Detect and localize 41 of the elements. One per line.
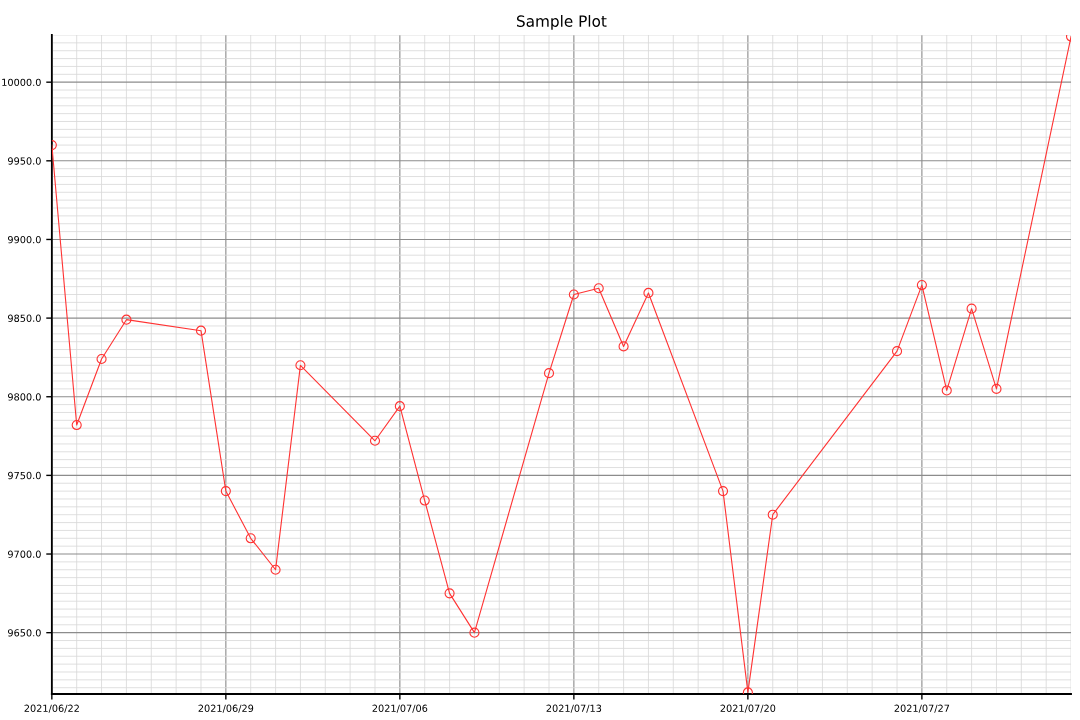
point bbox=[543, 368, 555, 379]
point bbox=[966, 303, 977, 314]
y-tick-label: 9800.0 bbox=[8, 393, 41, 401]
point bbox=[991, 383, 1002, 394]
point bbox=[245, 533, 256, 544]
y-tick-label: 9650.0 bbox=[8, 629, 41, 637]
point bbox=[891, 346, 903, 357]
y-tick-label: 10000.0 bbox=[2, 78, 41, 87]
point bbox=[643, 287, 654, 299]
point bbox=[195, 325, 207, 336]
point bbox=[767, 509, 778, 520]
y-tick-label: 9850.0 bbox=[8, 314, 41, 322]
point bbox=[444, 588, 455, 599]
point bbox=[220, 486, 231, 497]
y-tick-label: 9950.0 bbox=[8, 157, 41, 165]
point bbox=[593, 283, 604, 294]
x-tick-label: 2021/06/22 bbox=[24, 704, 79, 713]
point bbox=[295, 360, 306, 371]
point bbox=[941, 385, 952, 396]
point bbox=[419, 495, 430, 506]
y-tick-label: 9700.0 bbox=[8, 550, 41, 558]
point bbox=[71, 419, 82, 431]
x-tick-label: 2021/07/27 bbox=[894, 704, 950, 713]
point bbox=[568, 289, 579, 300]
chart-title: Sample Plot bbox=[516, 15, 607, 30]
x-tick-label: 2021/07/13 bbox=[546, 704, 602, 713]
point bbox=[394, 401, 405, 412]
point bbox=[618, 341, 629, 352]
point bbox=[270, 564, 281, 575]
point bbox=[916, 280, 927, 291]
y-tick-label: 9750.0 bbox=[8, 471, 41, 480]
y-tick-label: 9900.0 bbox=[8, 235, 41, 244]
x-tick-label: 2021/07/20 bbox=[720, 704, 776, 713]
point bbox=[96, 353, 107, 365]
point bbox=[742, 687, 753, 695]
point bbox=[121, 314, 132, 325]
point bbox=[717, 486, 729, 497]
point bbox=[369, 435, 381, 446]
x-tick-label: 2021/07/06 bbox=[372, 704, 428, 713]
point bbox=[469, 627, 480, 638]
x-tick-label: 2021/06/29 bbox=[198, 704, 254, 713]
